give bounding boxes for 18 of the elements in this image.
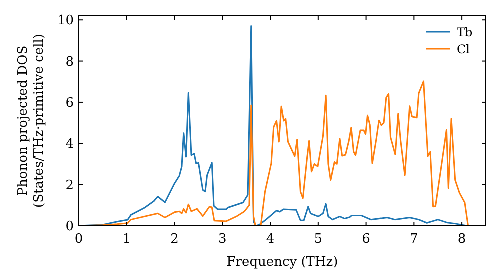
y-tick-label: 10 <box>57 14 74 29</box>
x-tick-label: 2 <box>170 232 179 247</box>
x-tick-label: 8 <box>458 232 466 247</box>
y-tick-label: 6 <box>66 96 74 111</box>
y-tick-label: 8 <box>66 54 74 70</box>
legend-label: Cl <box>457 42 470 56</box>
x-tick-label: 1 <box>122 232 132 247</box>
x-tick-label: 4 <box>266 232 275 247</box>
y-tick-label: 2 <box>66 178 74 194</box>
x-tick-label: 6 <box>362 232 370 247</box>
y-axis-title: Phonon projected DOS (States/THz·primitive cell) <box>16 34 47 208</box>
x-axis-title: Frequency (THz) <box>226 255 338 270</box>
x-tick-label: 5 <box>314 232 323 247</box>
legend-label: Tb <box>457 26 474 40</box>
y-tick-label: 4 <box>66 137 74 152</box>
x-tick-label: 7 <box>410 232 418 247</box>
y-tick-label: 0 <box>66 220 74 234</box>
x-tick-label: 3 <box>218 232 227 247</box>
